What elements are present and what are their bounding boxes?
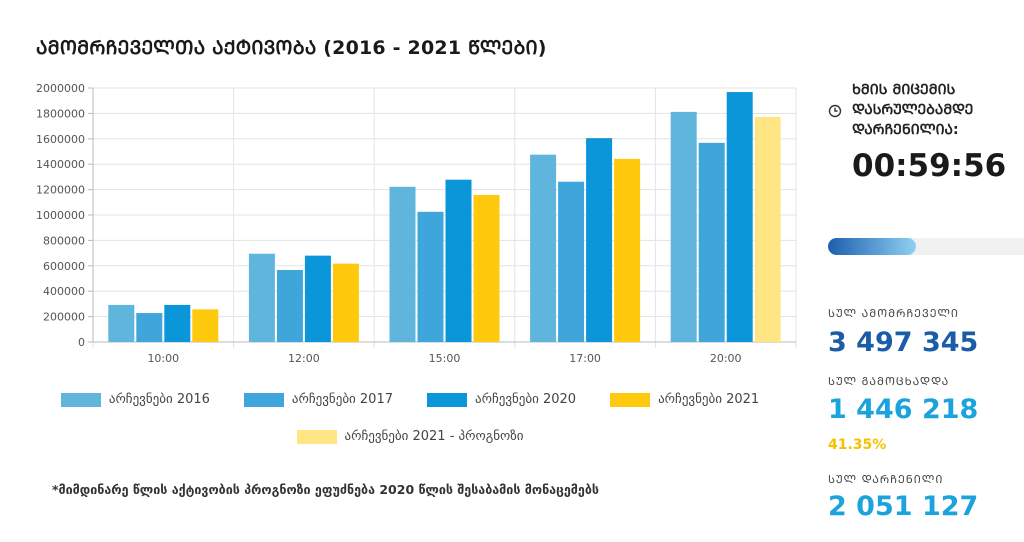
bar bbox=[304, 255, 331, 342]
bar bbox=[417, 211, 444, 342]
x-tick-label: 12:00 bbox=[288, 352, 320, 365]
turnout-label: ᲡᲣᲚ ᲒᲐᲛᲝᲪᲮᲐᲓᲓᲐ bbox=[828, 375, 950, 388]
y-tick-label: 600000 bbox=[43, 260, 85, 273]
bar bbox=[670, 111, 697, 342]
x-tick-label: 20:00 bbox=[710, 352, 742, 365]
bar bbox=[192, 309, 219, 342]
total-voters-value: 3 497 345 bbox=[828, 327, 979, 358]
y-tick-label: 1600000 bbox=[36, 133, 85, 146]
bar bbox=[108, 304, 135, 342]
countdown-timer: 00:59:56 bbox=[852, 148, 1007, 184]
y-tick-label: 2000000 bbox=[36, 82, 85, 95]
bar bbox=[136, 313, 163, 342]
countdown-label-line: ᲓᲐᲡᲠᲣᲚᲔᲑᲐᲛᲓᲔ bbox=[852, 102, 974, 118]
bar bbox=[586, 138, 613, 342]
legend-label: არჩევნები 2021 - პროგნოზი bbox=[344, 429, 524, 444]
bar bbox=[248, 253, 275, 342]
chart-title: ᲐᲛᲝᲛᲠᲩᲔᲕᲔᲚᲗᲐ ᲐᲥᲢᲘᲕᲝᲑᲐ (2016 - 2021 ᲬᲚᲔᲑᲘ… bbox=[36, 37, 547, 59]
legend-swatch bbox=[60, 392, 101, 407]
clock-icon bbox=[828, 104, 842, 118]
y-tick-label: 0 bbox=[78, 336, 85, 349]
legend-item[interactable]: არჩევნები 2016 bbox=[60, 392, 210, 407]
x-tick-label: 10:00 bbox=[147, 352, 179, 365]
legend-label: არჩევნები 2020 bbox=[475, 392, 577, 407]
footnote: *მიმდინარე წლის აქტივობის პროგნოზი ეფუძნ… bbox=[52, 482, 599, 497]
countdown-label-line: ᲓᲐᲠᲩᲔᲜᲘᲚᲘᲐ: bbox=[852, 122, 959, 138]
y-tick-label: 1200000 bbox=[36, 184, 85, 197]
progress-bar-fill bbox=[828, 238, 917, 255]
bar bbox=[445, 179, 472, 342]
bar bbox=[164, 304, 191, 342]
bar bbox=[473, 194, 500, 342]
legend-swatch bbox=[427, 392, 467, 407]
legend: არჩევნები 2016 არჩევნები 2017 არჩევნები 20… bbox=[0, 392, 820, 466]
legend-label: არჩევნები 2021 bbox=[658, 392, 760, 407]
legend-row: არჩევნები 2021 - პროგნოზი bbox=[0, 429, 820, 444]
progress-bar bbox=[828, 238, 1024, 255]
legend-item[interactable]: არჩევნები 2017 bbox=[243, 392, 393, 407]
total-voters-label: ᲡᲣᲚ ᲐᲛᲝᲛᲠᲩᲔᲕᲔᲚᲘ bbox=[828, 307, 959, 320]
bar bbox=[726, 92, 753, 342]
legend-item[interactable]: არჩევნები 2021 - პროგნოზი bbox=[296, 429, 524, 444]
y-tick-label: 1400000 bbox=[36, 158, 85, 171]
bar bbox=[332, 263, 359, 342]
legend-item[interactable]: არჩევნები 2021 bbox=[610, 392, 759, 407]
x-tick-label: 17:00 bbox=[569, 352, 601, 365]
legend-swatch bbox=[243, 392, 284, 407]
countdown-label: ᲮᲛᲘᲡ ᲛᲘᲪᲔᲛᲘᲡ ᲓᲐᲡᲠᲣᲚᲔᲑᲐᲛᲓᲔ ᲓᲐᲠᲩᲔᲜᲘᲚᲘᲐ: bbox=[852, 80, 973, 140]
remaining-label: ᲡᲣᲚ ᲓᲐᲠᲩᲔᲜᲘᲚᲘ bbox=[828, 473, 944, 486]
bar bbox=[530, 154, 557, 342]
x-tick-label: 15:00 bbox=[429, 352, 461, 365]
remaining-value: 2 051 127 bbox=[828, 491, 979, 522]
legend-swatch bbox=[610, 392, 651, 407]
countdown-label-line: ᲮᲛᲘᲡ ᲛᲘᲪᲔᲛᲘᲡ bbox=[852, 82, 956, 98]
legend-label: არჩევნები 2016 bbox=[108, 392, 210, 407]
legend-label: არჩევნები 2017 bbox=[291, 392, 393, 407]
bar bbox=[558, 181, 585, 342]
y-tick-label: 800000 bbox=[43, 234, 85, 247]
turnout-value: 1 446 218 bbox=[828, 394, 979, 425]
y-tick-label: 400000 bbox=[43, 285, 85, 298]
bar bbox=[389, 186, 416, 342]
legend-row: არჩევნები 2016 არჩევნები 2017 არჩევნები 20… bbox=[0, 392, 820, 407]
bar bbox=[698, 142, 725, 342]
y-tick-label: 1800000 bbox=[36, 107, 85, 120]
legend-swatch bbox=[296, 429, 337, 444]
bar bbox=[276, 269, 303, 342]
bar bbox=[614, 158, 641, 342]
y-tick-label: 1000000 bbox=[36, 209, 85, 222]
legend-item[interactable]: არჩევნები 2020 bbox=[427, 392, 576, 407]
bar-chart: 0 200000 400000 600000 800000 1000000 1200000 1… bbox=[36, 82, 797, 365]
turnout-percentage: 41.35% bbox=[828, 437, 887, 453]
bar bbox=[754, 116, 781, 342]
side-panel: ᲮᲛᲘᲡ ᲛᲘᲪᲔᲛᲘᲡ ᲓᲐᲡᲠᲣᲚᲔᲑᲐᲛᲓᲔ ᲓᲐᲠᲩᲔᲜᲘᲚᲘᲐ: 00… bbox=[828, 0, 1024, 542]
y-tick-label: 200000 bbox=[43, 311, 85, 324]
